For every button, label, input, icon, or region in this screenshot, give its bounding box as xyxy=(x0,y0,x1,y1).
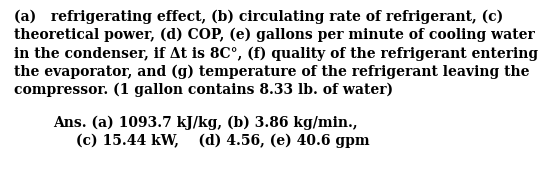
Text: theoretical power, (d) COP, (e) gallons per minute of cooling water: theoretical power, (d) COP, (e) gallons … xyxy=(14,28,535,42)
Text: the evaporator, and (g) temperature of the refrigerant leaving the: the evaporator, and (g) temperature of t… xyxy=(14,65,529,79)
Text: Ans. (a) 1093.7 kJ/kg, (b) 3.86 kg/min.,: Ans. (a) 1093.7 kJ/kg, (b) 3.86 kg/min., xyxy=(53,115,357,130)
Text: (c) 15.44 kW,    (d) 4.56, (e) 40.6 gpm: (c) 15.44 kW, (d) 4.56, (e) 40.6 gpm xyxy=(76,134,370,148)
Text: (a)   refrigerating effect, (b) circulating rate of refrigerant, (c): (a) refrigerating effect, (b) circulatin… xyxy=(14,10,503,24)
Text: compressor. (1 gallon contains 8.33 lb. of water): compressor. (1 gallon contains 8.33 lb. … xyxy=(14,83,393,97)
Text: in the condenser, if Δt is 8C°, (f) quality of the refrigerant entering: in the condenser, if Δt is 8C°, (f) qual… xyxy=(14,46,538,61)
